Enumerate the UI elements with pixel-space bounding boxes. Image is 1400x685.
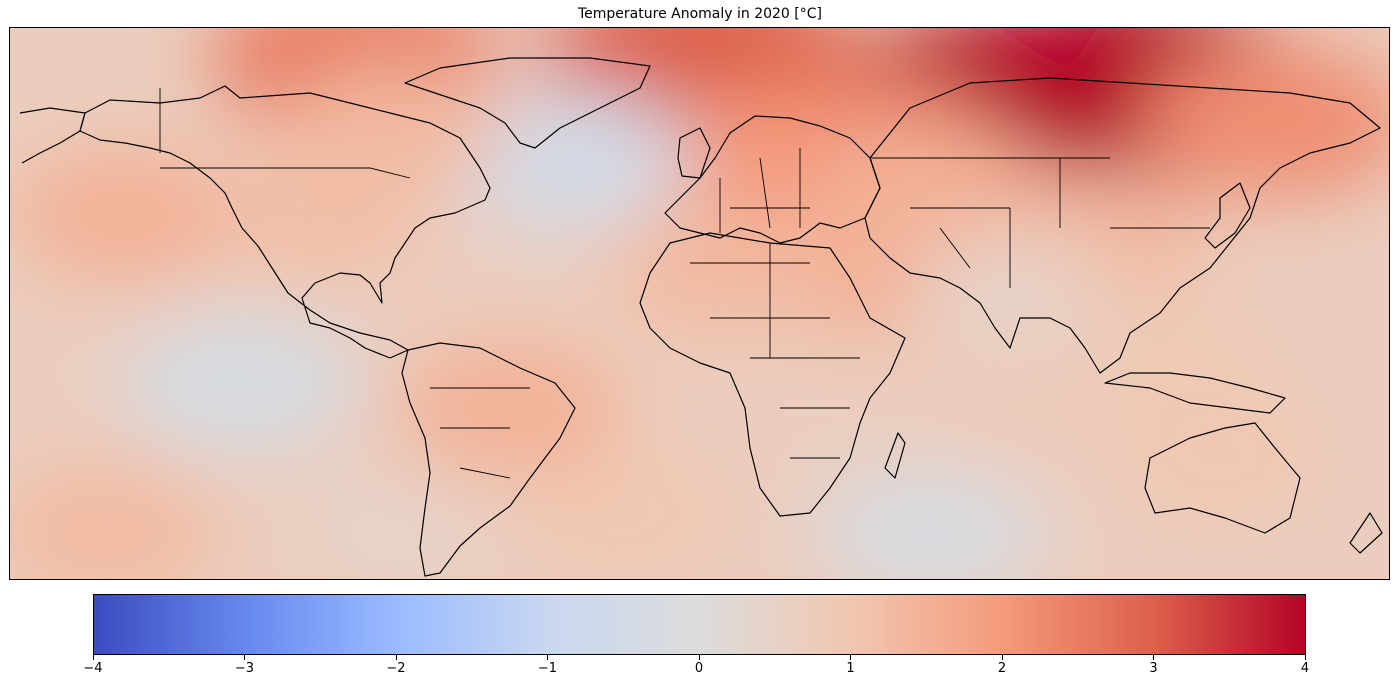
colorbar-tick (92, 655, 94, 660)
colorbar-tick-label: 3 (1149, 661, 1158, 676)
anomaly-region (1140, 45, 1389, 198)
coastline-alaska (19, 107, 86, 164)
border-africa-internal (690, 243, 860, 459)
colorbar-tick (244, 655, 245, 660)
colorbar-tick-label: 4 (1300, 661, 1310, 676)
coastline-south-america (401, 342, 576, 577)
colorbar-tick-label: −3 (234, 661, 255, 676)
anomaly-region (10, 469, 214, 579)
anomaly-region (297, 474, 490, 579)
anomaly-region (120, 314, 361, 452)
anomaly-region (524, 454, 723, 573)
coastline-africa (639, 232, 906, 517)
coastline-australia (1144, 422, 1301, 534)
map-title: Temperature Anomaly in 2020 [°C] (578, 6, 822, 22)
colorbar-tick (1001, 655, 1003, 660)
coastline-japan (1204, 182, 1251, 249)
colorbar-tick (1153, 655, 1154, 660)
colorbar-tick (1304, 655, 1306, 660)
colorbar-tick-label: 0 (694, 661, 704, 676)
colorbar-tick (850, 655, 851, 660)
colorbar-gradient (94, 595, 1305, 654)
coastline-madagascar (884, 432, 906, 479)
anomaly-region (1084, 306, 1276, 423)
border-europe-internal (719, 148, 810, 233)
colorbar-tick-label: −2 (386, 661, 406, 676)
coastline-greenland (404, 57, 651, 149)
anomaly-region (813, 464, 1048, 579)
coastline-new-zealand (1349, 512, 1383, 554)
anomaly-region (440, 87, 693, 231)
coastline-north-america (79, 85, 491, 359)
anomaly-region (11, 148, 240, 281)
colorbar-tick-label: 1 (846, 661, 855, 676)
country-borders (159, 88, 1210, 479)
border-us-canada (160, 167, 411, 179)
colorbar-tick (698, 655, 700, 660)
map-area (9, 27, 1390, 580)
anomaly-region (1119, 398, 1318, 517)
colorbar (93, 594, 1306, 655)
colorbar-tick-label: −4 (83, 661, 103, 676)
colorbar-tick (395, 655, 397, 660)
anomaly-region (914, 363, 1101, 477)
anomaly-region (211, 152, 422, 277)
border-south-america-internal (430, 387, 530, 479)
colorbar-tick (547, 655, 548, 660)
map-canvas (10, 28, 1389, 579)
coastline-indonesia (1104, 372, 1286, 414)
colorbar-tick-label: 2 (997, 661, 1007, 676)
coastline-asia (864, 77, 1381, 374)
anomaly-region (394, 342, 623, 476)
anomaly-region (911, 231, 1104, 348)
coastlines (19, 57, 1383, 577)
colorbar-tick-label: −1 (537, 661, 558, 676)
border-asia-internal (870, 157, 1210, 288)
coastline-uk (677, 127, 711, 179)
